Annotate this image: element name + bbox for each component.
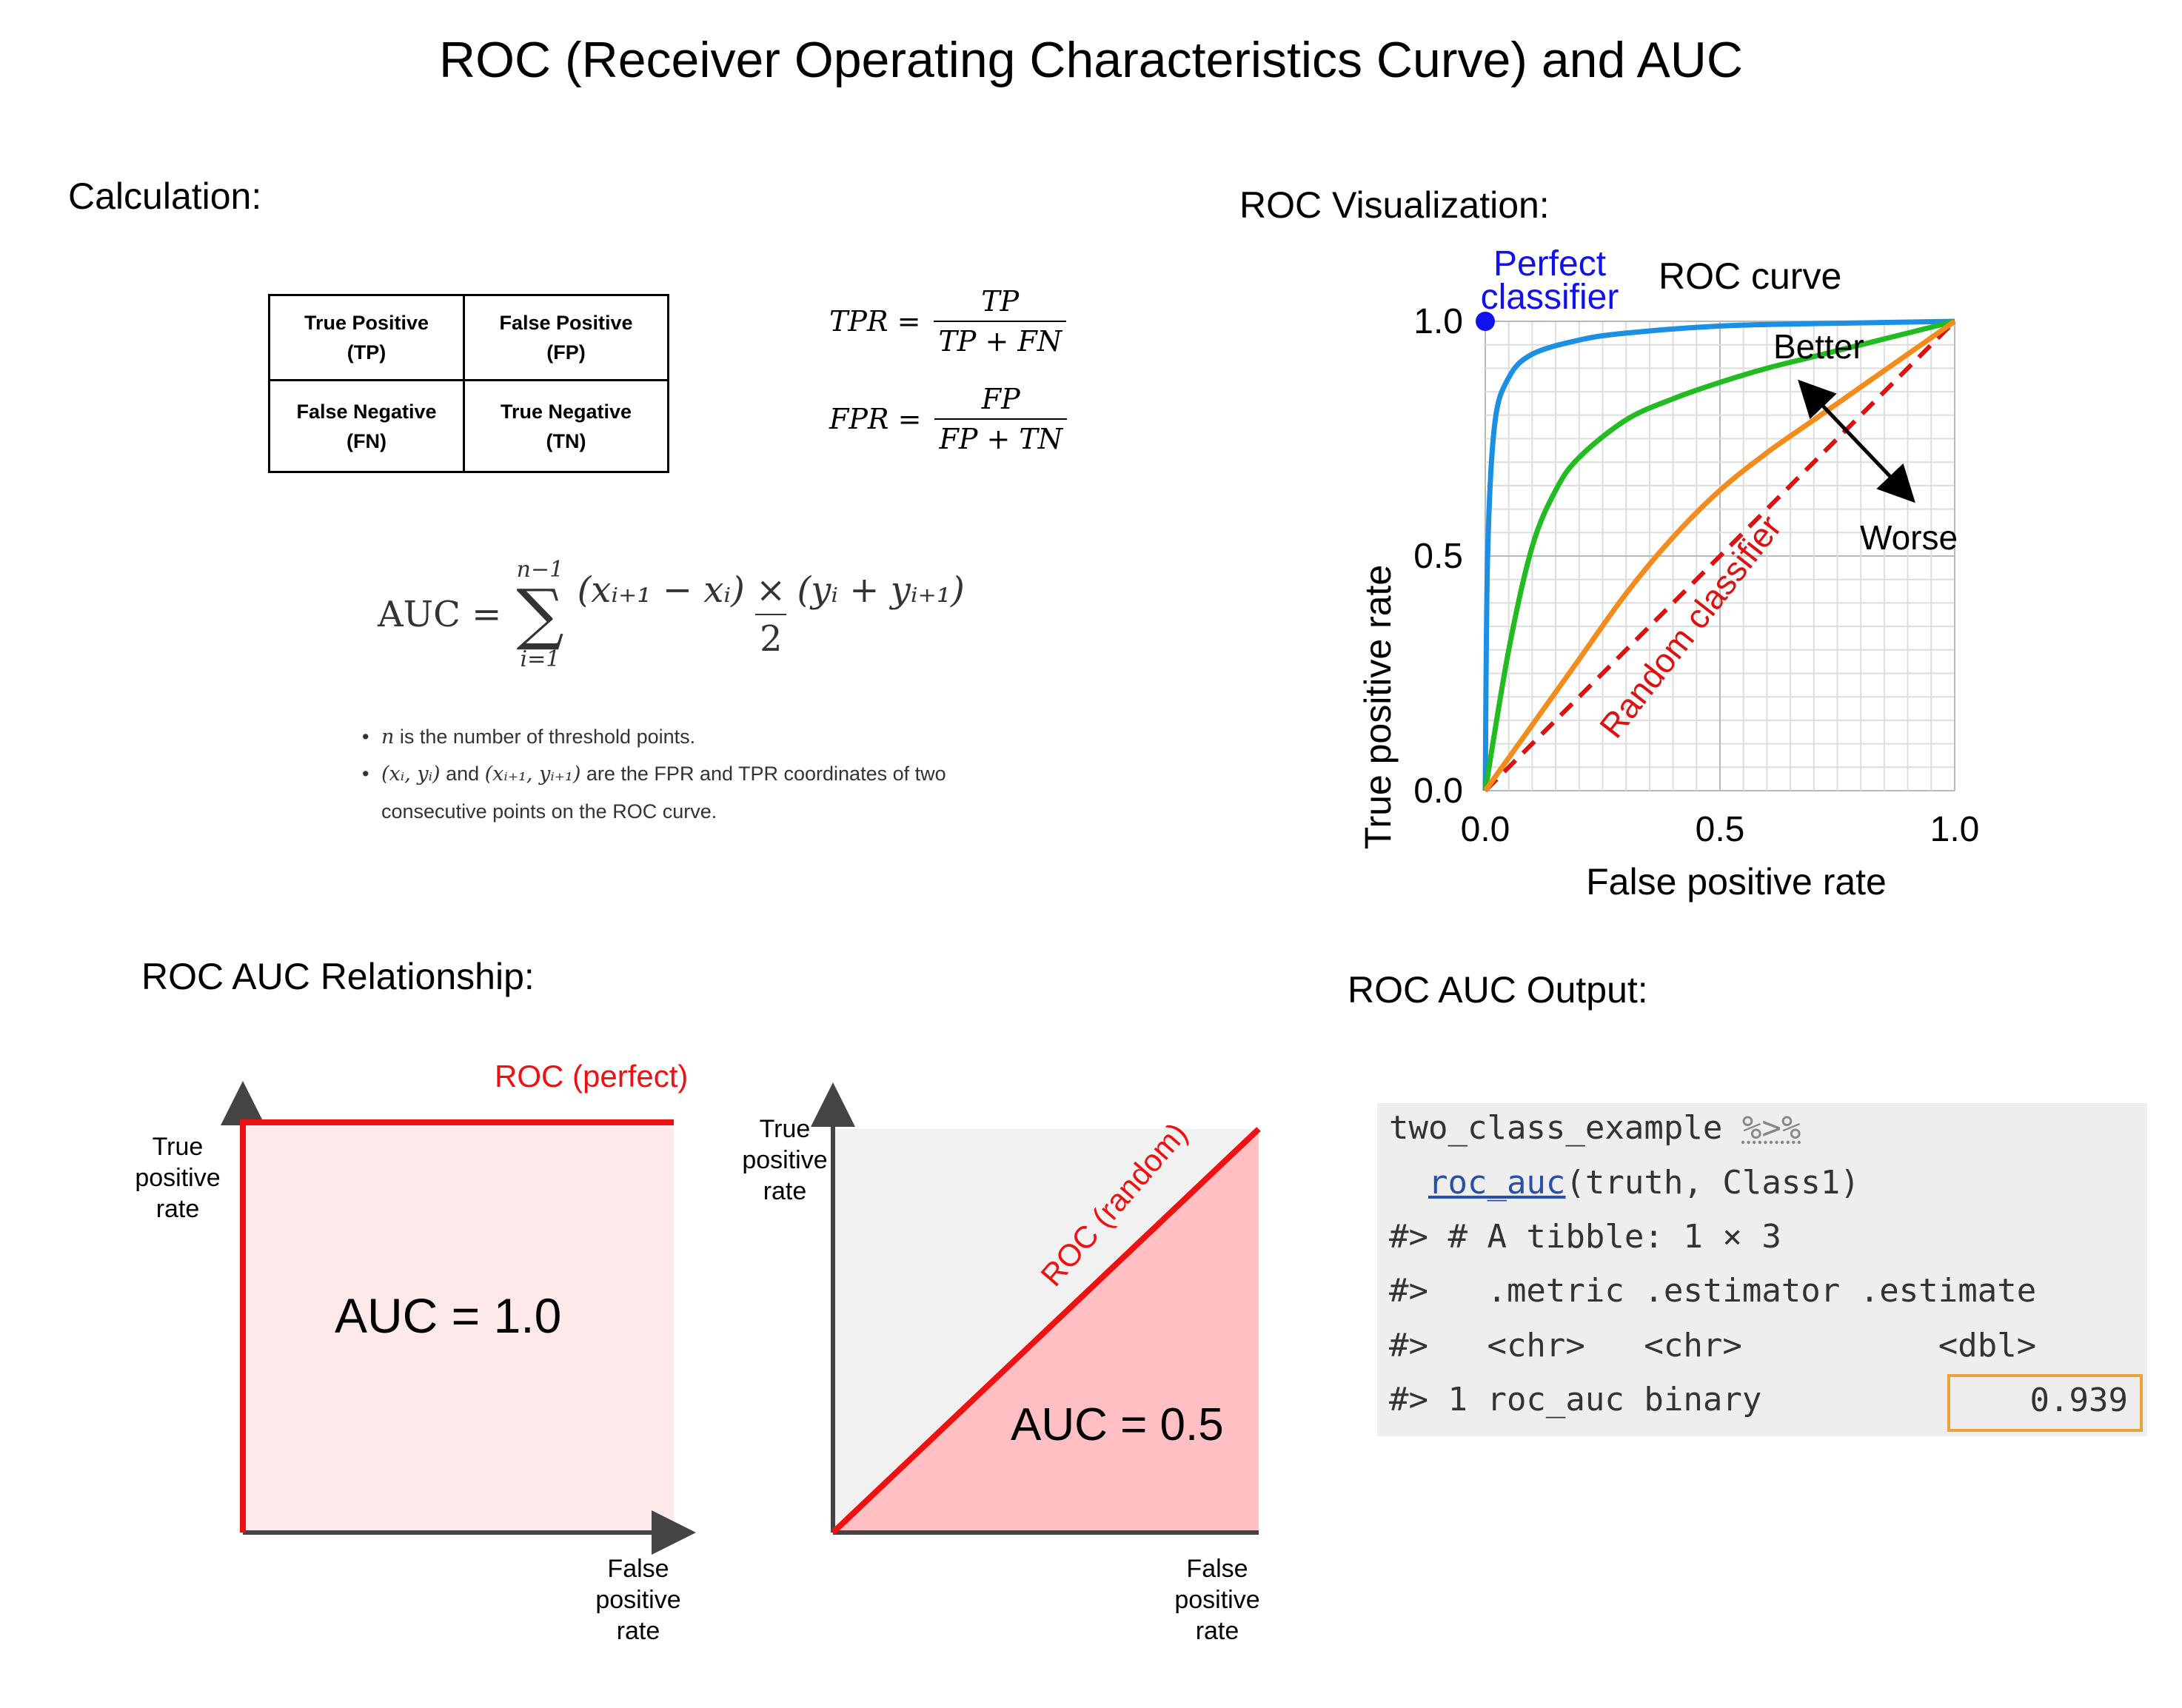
y-axis-label: rate [156,1195,200,1223]
perfect-classifier-label: Perfect [1493,244,1606,284]
x-axis-label: positive [1174,1586,1259,1614]
code-line: two_class_example %>% [1389,1109,1801,1147]
y-axis-label: positive [135,1164,220,1192]
y-tick-label: 0.0 [1413,771,1463,811]
cell-true-negative: True Negative (TN) [500,400,632,452]
auc-perfect-label: AUC = 1.0 [335,1288,561,1343]
calculation-heading: Calculation: [68,175,262,217]
perfect-classifier-label: classifier [1481,278,1619,317]
roc-chart: 0.0 0.5 1.0 0.0 0.5 1.0 ROC curve Perfect cla… [1357,244,1980,902]
x-axis-label: positive [595,1586,680,1614]
random-classifier-line [1483,319,1957,793]
better-worse-arrow [1798,379,1915,503]
bullet-item: • (xᵢ, yᵢ) and (xᵢ₊₁, yᵢ₊₁) are the FPR … [362,755,1048,830]
visualization-heading: ROC Visualization: [1239,184,1550,226]
x-axis-label: rate [617,1617,660,1645]
perfect-classifier-point [1476,312,1495,331]
bullet-item: • n is the number of threshold points. [362,718,1048,756]
y-tick-label: 1.0 [1413,302,1463,341]
y-tick-label: 0.5 [1413,537,1463,576]
x-axis-label: False positive rate [1586,861,1887,902]
x-tick-label: 1.0 [1930,810,1980,849]
table-divider [270,379,667,381]
y-axis-label: positive [742,1146,827,1174]
bullet-icon: • [362,726,369,748]
better-label: Better [1773,327,1864,366]
output-heading: ROC AUC Output: [1348,969,1648,1011]
x-tick-label: 0.5 [1696,810,1745,849]
worse-label: Worse [1860,518,1958,557]
roc-perfect-label: ROC (perfect) [495,1059,688,1094]
x-axis-label: rate [1196,1617,1239,1645]
roc-curve-1 [1482,318,1955,791]
y-axis-label: True [760,1115,811,1143]
chart-title: ROC curve [1659,255,1841,297]
y-axis-label: True [153,1133,204,1161]
bullet-icon: • [362,763,369,785]
code-output-block: two_class_example %>% roc_auc(truth, Cla… [1377,1103,2147,1436]
code-line: #> <chr> <chr> <dbl> [1389,1327,2037,1364]
estimate-value: 0.939 [2029,1382,2128,1419]
estimate-highlight-box: 0.939 [1947,1374,2143,1432]
roc-random-line [831,1127,1261,1535]
relationship-heading: ROC AUC Relationship: [141,956,535,997]
roc-auc-function-link[interactable]: roc_auc [1428,1164,1566,1202]
table-divider [463,296,465,471]
code-line: #> .metric .estimator .estimate [1389,1272,2037,1310]
roc-curve-2 [1482,318,1955,791]
code-line: #> # A tibble: 1 × 3 [1389,1218,1781,1256]
code-line: #> 1 roc_auc binary [1389,1381,1762,1419]
fpr-formula: FPR = FP FP + TN [829,383,1067,455]
cell-true-positive: True Positive (TP) [304,312,429,364]
sigma-icon: ∑ [516,575,564,653]
y-axis-label: True positive rate [1357,565,1399,849]
x-axis-label: False [1186,1555,1248,1583]
auc-random-label: AUC = 0.5 [1011,1399,1224,1450]
x-axis-label: False [607,1555,669,1583]
auc-formula: AUC = n−1 ∑ i=1 (xᵢ₊₁ − xᵢ) × (yᵢ + yᵢ₊₁… [378,557,965,672]
cell-false-positive: False Positive (FP) [499,312,633,364]
roc-perfect-line [240,1119,674,1533]
cell-false-negative: False Negative (FN) [296,400,437,452]
auc-area-perfect [243,1122,674,1533]
x-tick-label: 0.0 [1461,810,1510,849]
pipe-operator: %>% [1741,1109,1801,1147]
code-line: roc_auc(truth, Class1) [1428,1164,1860,1202]
page-title: ROC (Receiver Operating Characteristics … [438,32,1744,88]
y-axis-label: rate [763,1177,807,1205]
tpr-formula: TPR = TP TP + FN [829,285,1066,358]
roc-auc-relationship-diagram: ROC (perfect) AUC = 1.0 True positive ra… [135,1059,1261,1645]
confusion-matrix: True Positive (TP) False Positive (FP) Fal… [268,294,669,473]
